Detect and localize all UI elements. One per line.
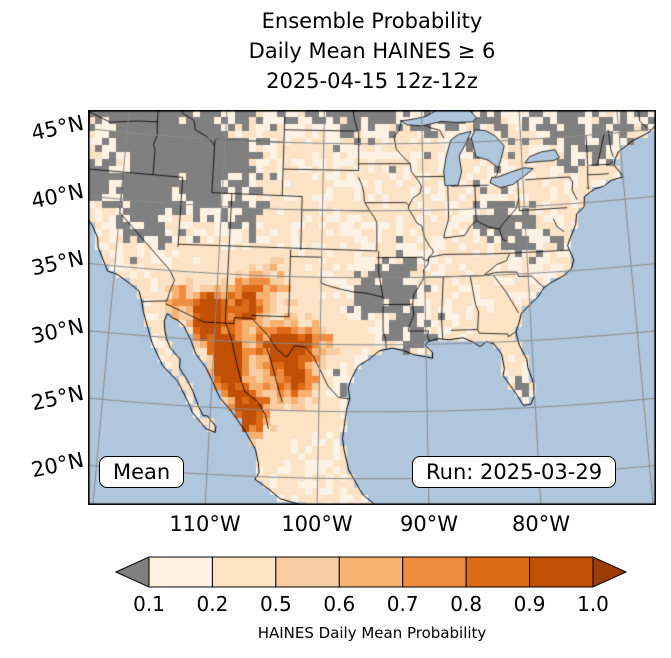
lon-tick-label: 100°W <box>281 512 353 536</box>
lat-tick-label: 40°N <box>29 178 86 214</box>
lat-tick-label: 30°N <box>29 313 86 349</box>
colorbar-segment <box>402 556 467 588</box>
lon-tick-label: 110°W <box>169 512 241 536</box>
colorbar-tick-label: 0.7 <box>386 592 419 616</box>
colorbar-over-arrow <box>592 556 627 588</box>
colorbar-under-arrow <box>115 556 150 588</box>
colorbar-tick-label: 0.9 <box>513 592 546 616</box>
colorbar-segment <box>211 556 277 588</box>
lat-tick-label: 35°N <box>29 245 86 281</box>
mean-annotation-box: Mean <box>99 456 185 488</box>
colorbar-tick-label: 0.2 <box>196 592 229 616</box>
colorbar-segment <box>465 556 531 588</box>
lon-tick-label: 90°W <box>400 512 458 536</box>
colorbar-label: HAINES Daily Mean Probability <box>257 624 487 642</box>
lat-tick-label: 25°N <box>29 380 86 416</box>
colorbar-segment <box>275 556 340 588</box>
colorbar-tick-label: 0.8 <box>450 592 483 616</box>
mean-annotation-label: Mean <box>113 460 171 484</box>
run-annotation-label: Run: 2025-03-29 <box>426 460 603 484</box>
colorbar-segment <box>148 556 213 588</box>
colorbar-segment <box>529 556 594 588</box>
colorbar-segment <box>338 556 404 588</box>
colorbar-tick-label: 0.5 <box>259 592 292 616</box>
title-line-1: Ensemble Probability <box>261 9 483 33</box>
colorbar-tick-label: 1.0 <box>577 592 609 616</box>
colorbar <box>115 556 627 588</box>
lat-tick-label: 45°N <box>29 110 86 146</box>
lon-tick-label: 80°W <box>512 512 570 536</box>
run-annotation-box: Run: 2025-03-29 <box>412 456 617 488</box>
colorbar-tick-label: 0.6 <box>323 592 356 616</box>
lat-tick-label: 20°N <box>29 447 86 483</box>
colorbar-tick-label: 0.1 <box>133 592 165 616</box>
figure-title: Ensemble Probability Daily Mean HAINES ≥… <box>88 6 656 96</box>
title-line-3: 2025-04-15 12z-12z <box>266 69 478 93</box>
title-line-2: Daily Mean HAINES ≥ 6 <box>248 39 496 63</box>
probability-map <box>88 110 656 505</box>
